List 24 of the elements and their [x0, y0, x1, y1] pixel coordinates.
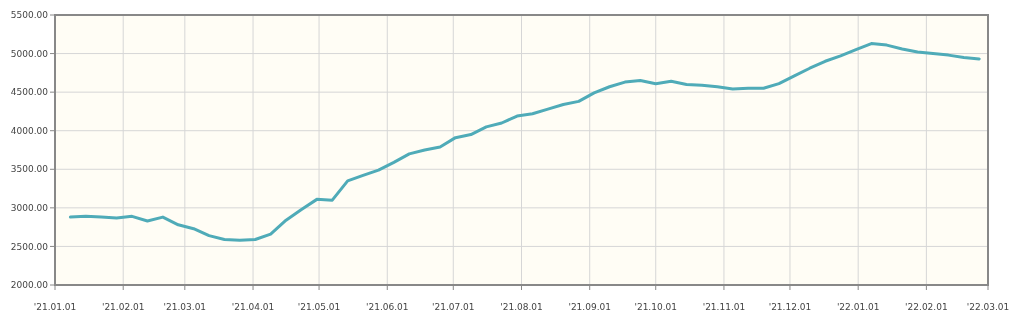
x-tick-label: '22.01.01	[836, 302, 880, 312]
x-tick-label: '21.03.01	[163, 302, 207, 312]
x-tick-label: '21.05.01	[297, 302, 341, 312]
y-tick-label: 2000.00	[10, 280, 49, 291]
x-tick-label: '21.08.01	[500, 302, 543, 312]
x-tick-label: '22.03.01	[966, 302, 1010, 312]
y-tick-label: 4000.00	[10, 125, 49, 136]
x-tick-label: '21.09.01	[568, 302, 611, 312]
x-tick-label: '21.11.01	[702, 302, 746, 312]
y-tick-label: 5500.00	[10, 10, 49, 21]
x-tick-label: '21.01.01	[33, 302, 77, 312]
x-tick-label: '21.06.01	[365, 302, 409, 312]
y-tick-label: 5000.00	[10, 48, 49, 59]
y-tick-label: 4500.00	[10, 87, 49, 98]
x-tick-label: '21.04.01	[231, 302, 275, 312]
y-tick-label: 3500.00	[10, 164, 49, 175]
x-tick-label: '22.02.01	[905, 302, 948, 312]
x-tick-label: '21.12.01	[768, 302, 812, 312]
x-tick-label: '21.07.01	[432, 302, 475, 312]
x-tick-label: '21.10.01	[634, 302, 678, 312]
y-tick-label: 2500.00	[10, 241, 49, 252]
x-tick-label: '21.02.01	[101, 302, 145, 312]
y-tick-label: 3000.00	[10, 203, 49, 214]
line-series	[68, 42, 981, 242]
